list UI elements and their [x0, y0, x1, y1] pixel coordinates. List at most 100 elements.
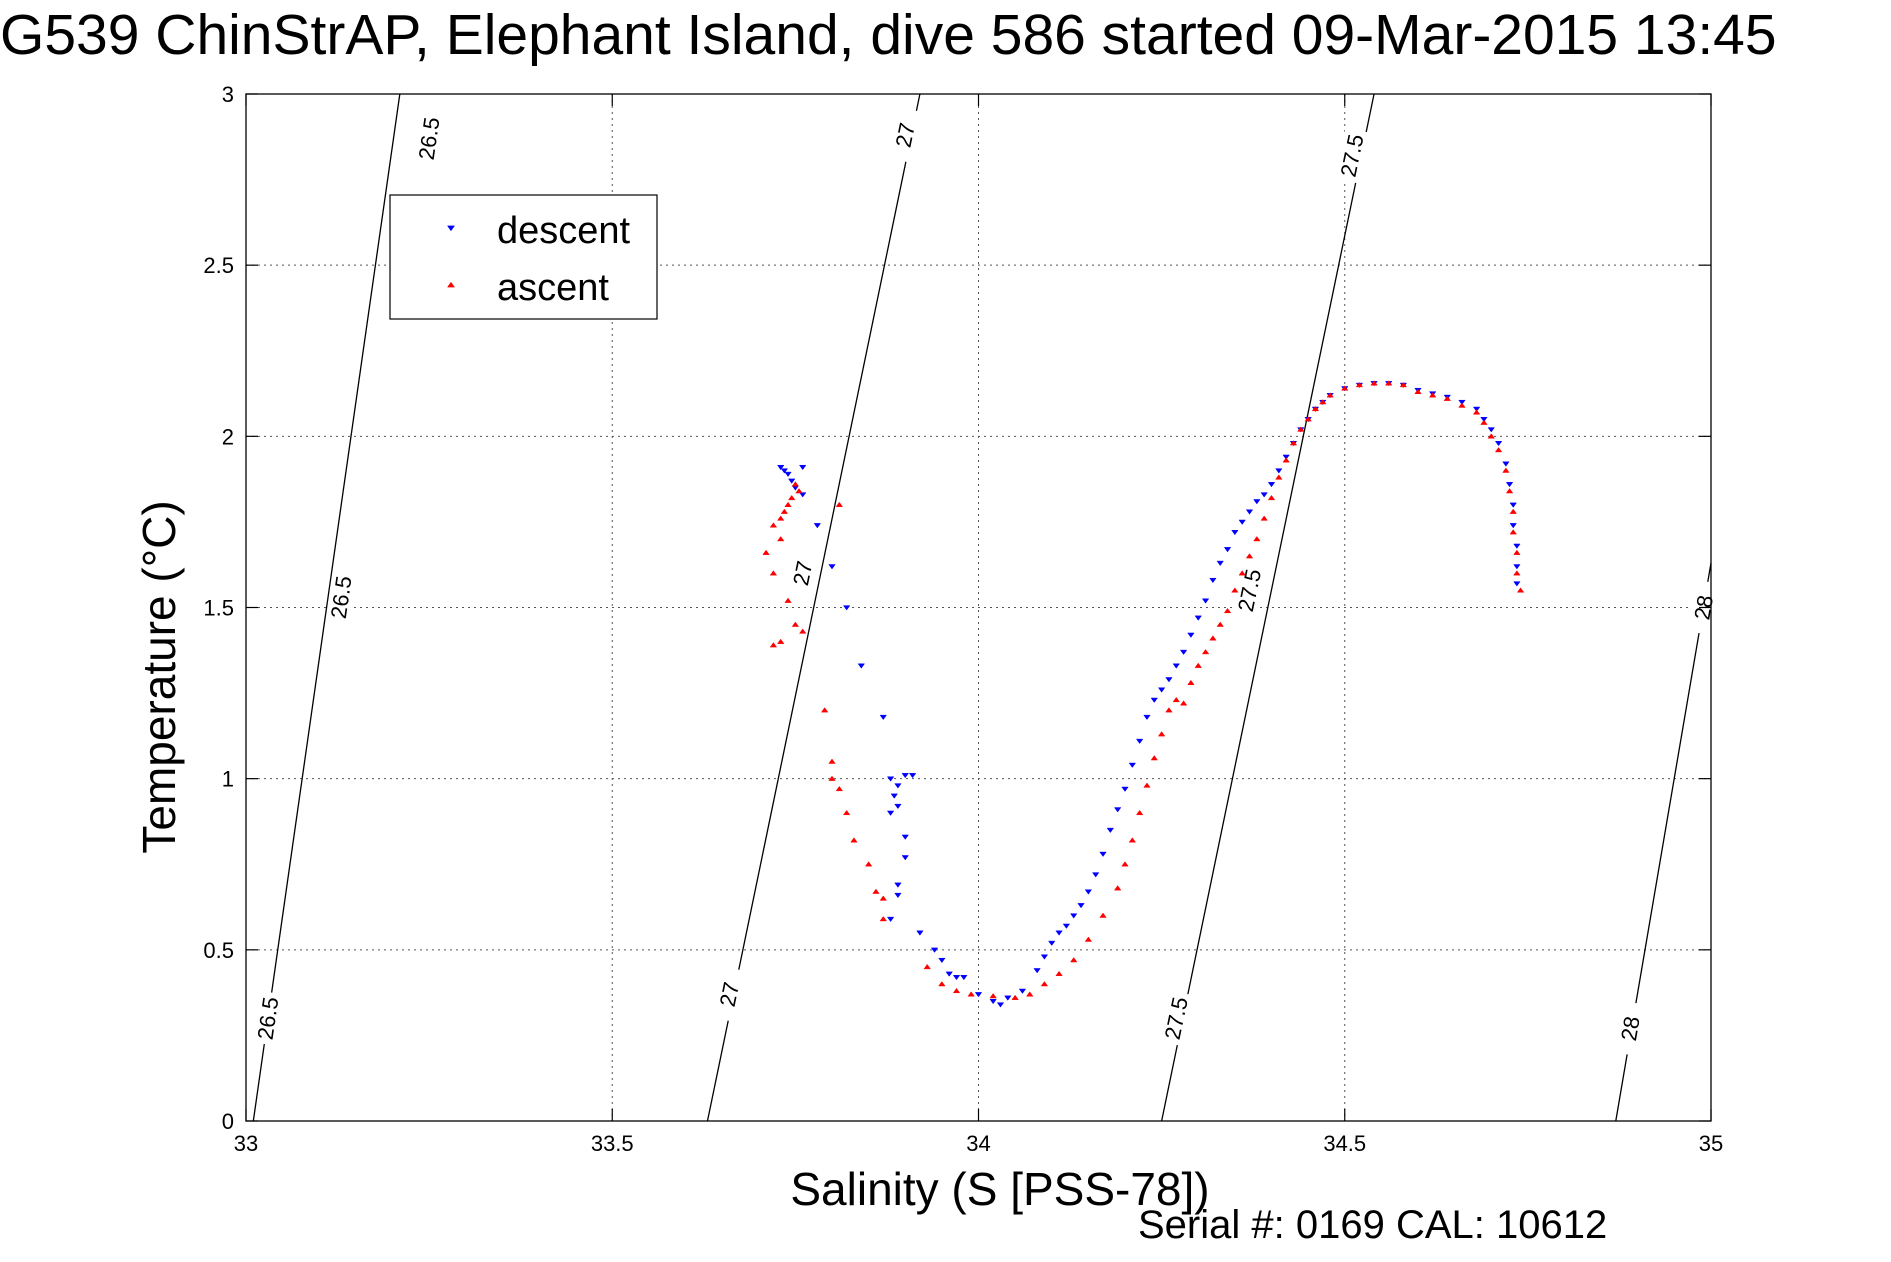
contour-label-bg	[413, 111, 445, 166]
y-tick-label: 2.5	[203, 253, 234, 278]
ascent-point	[1179, 700, 1188, 706]
descent-point	[780, 468, 789, 474]
data-points	[762, 380, 1525, 1008]
descent-point	[1143, 714, 1151, 721]
density-contour-line	[252, 93, 401, 1122]
descent-point	[879, 714, 887, 721]
ascent-point	[1355, 381, 1364, 388]
descent-point	[996, 1002, 1005, 1008]
ascent-point	[777, 515, 785, 521]
ascent-point	[784, 597, 792, 603]
ascent-point	[1289, 440, 1298, 446]
descent-point	[908, 773, 917, 779]
ascent-point	[1055, 970, 1063, 976]
contour-label: 27	[715, 980, 744, 1009]
descent-point	[813, 523, 822, 529]
descent-point	[1513, 543, 1521, 549]
descent-point	[1004, 995, 1012, 1001]
descent-point	[989, 999, 997, 1005]
descent-point	[1084, 889, 1093, 895]
descent-point	[1099, 851, 1107, 857]
descent-point	[1480, 417, 1488, 423]
ascent-point	[1480, 419, 1488, 425]
descent-point	[945, 971, 953, 977]
descent-point	[1062, 923, 1071, 929]
descent-point	[1165, 677, 1173, 683]
descent-point	[799, 492, 807, 498]
ascent-point	[1513, 549, 1521, 555]
legend-marker-descent	[447, 225, 455, 232]
contour-label-bg	[1614, 1000, 1647, 1057]
ascent-point	[879, 916, 887, 922]
ascent-point	[1304, 416, 1312, 422]
y-tick-label: 1.5	[203, 596, 234, 621]
descent-point	[1505, 482, 1514, 488]
descent-point	[886, 776, 895, 782]
contour-label: 26.5	[253, 995, 284, 1041]
ascent-point	[1487, 433, 1495, 439]
descent-point	[1194, 615, 1202, 621]
descent-point	[1513, 581, 1521, 587]
descent-point	[1275, 468, 1283, 474]
descent-point	[960, 975, 968, 981]
descent-point	[894, 892, 902, 899]
x-tick-label: 35	[1699, 1131, 1723, 1156]
ascent-point	[828, 775, 836, 781]
legend: descent ascent	[389, 194, 658, 320]
ascent-point	[1113, 885, 1122, 891]
ascent-point	[864, 861, 873, 867]
descent-point	[1187, 632, 1195, 638]
ascent-point	[784, 501, 792, 507]
descent-point	[788, 478, 796, 484]
ascent-point	[1011, 994, 1019, 1000]
ascent-point	[1297, 426, 1305, 432]
descent-point	[842, 605, 851, 611]
ascent-point	[791, 621, 800, 627]
descent-point	[1106, 827, 1115, 834]
ascent-point	[879, 895, 887, 901]
descent-point	[1502, 461, 1510, 467]
descent-point	[1172, 663, 1180, 669]
density-contour-line	[706, 93, 921, 1122]
ascent-point	[1150, 755, 1158, 761]
ascent-point	[762, 549, 770, 555]
descent-point	[1494, 441, 1503, 447]
descent-point	[1157, 687, 1166, 693]
descent-point	[1282, 454, 1290, 460]
descent-point	[799, 464, 807, 471]
descent-point	[938, 957, 946, 964]
descent-point	[952, 975, 961, 981]
contour-label-bg	[1232, 562, 1267, 619]
ascent-point	[1128, 837, 1137, 843]
descent-point	[1048, 940, 1056, 946]
descent-point	[1231, 530, 1239, 536]
ascent-point	[1370, 380, 1378, 386]
ascent-point	[989, 993, 997, 999]
y-tick-label: 3	[222, 82, 234, 107]
y-tick-label: 2	[222, 424, 234, 449]
legend-marker-ascent	[447, 281, 455, 288]
ascent-point	[1157, 731, 1166, 737]
ascent-point	[791, 481, 800, 487]
ascent-point	[1472, 409, 1481, 415]
contour-label-bg	[712, 966, 747, 1023]
ascent-point	[820, 707, 829, 713]
descent-point	[777, 464, 785, 471]
descent-point	[1150, 697, 1158, 703]
descent-point	[1018, 988, 1027, 994]
descent-point	[1201, 598, 1210, 604]
descent-point	[1260, 492, 1268, 498]
descent-point	[930, 947, 939, 953]
ascent-point	[1084, 936, 1093, 942]
contour-label-bg	[785, 545, 820, 602]
descent-point	[886, 810, 895, 816]
tick-labels: 33 33.5 34 34.5 35 0 0.5 1 1.5 2 2.5 3	[203, 82, 1723, 1156]
contour-label-bg	[888, 107, 923, 163]
y-axis-label: Temperature (°C)	[133, 500, 185, 853]
ascent-point	[1223, 607, 1232, 614]
descent-point	[1128, 762, 1137, 768]
ascent-point	[1341, 385, 1349, 391]
descent-point	[1513, 564, 1521, 570]
ascent-point	[788, 494, 796, 501]
